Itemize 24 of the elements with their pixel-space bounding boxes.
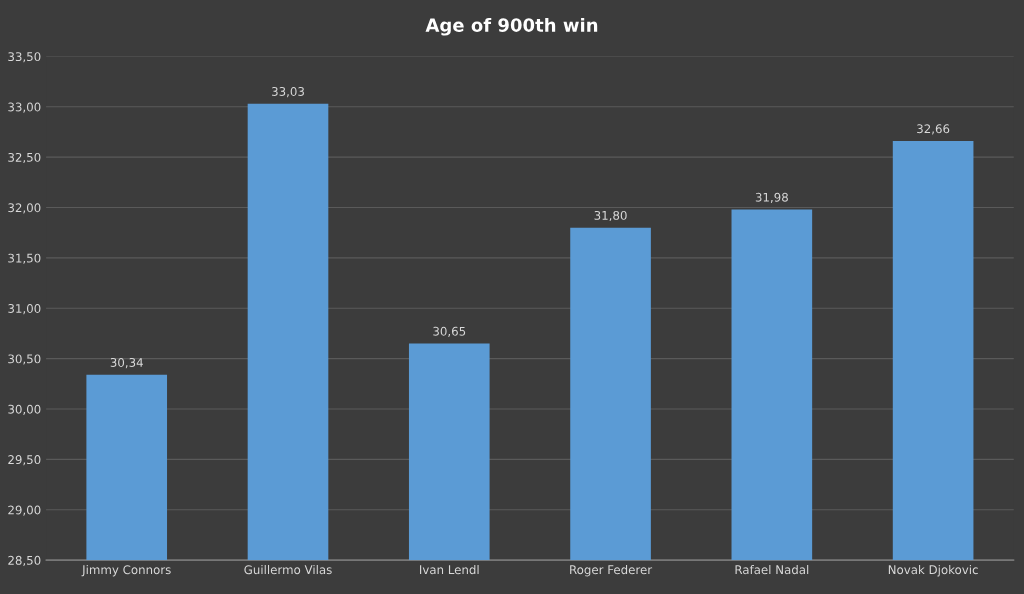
y-tick-label: 30,00 bbox=[8, 404, 41, 415]
y-tick-label: 29,00 bbox=[8, 505, 41, 516]
x-tick-label: Ivan Lendl bbox=[420, 565, 479, 575]
x-tick-label: Roger Federer bbox=[570, 565, 653, 577]
y-tick-label: 32,50 bbox=[8, 152, 41, 164]
data-label: 30,65 bbox=[433, 326, 466, 337]
x-tick-label: Jimmy Connors bbox=[81, 565, 171, 577]
y-tick-label: 30,50 bbox=[8, 354, 41, 365]
data-label: 30,34 bbox=[110, 358, 143, 369]
x-tick-label: Novak Djokovic bbox=[888, 565, 978, 577]
y-tick-label: 28,50 bbox=[8, 555, 41, 566]
chart-title: Age of 900th win bbox=[425, 17, 598, 36]
y-tick-label: 31,00 bbox=[8, 304, 41, 315]
y-tick-label: 33,50 bbox=[8, 52, 41, 63]
y-tick-label: 32,00 bbox=[8, 203, 41, 214]
data-label: 31,98 bbox=[755, 192, 788, 203]
y-tick-label: 33,00 bbox=[8, 102, 41, 113]
data-label: 31,80 bbox=[594, 210, 627, 222]
data-label: 32,66 bbox=[917, 124, 950, 135]
x-tick-label: Guillermo Vilas bbox=[244, 565, 332, 575]
x-tick-label: Rafael Nadal bbox=[735, 565, 809, 575]
y-tick-label: 31,50 bbox=[8, 253, 41, 264]
y-tick-label: 29,50 bbox=[8, 455, 41, 466]
data-label: 33,03 bbox=[272, 87, 304, 98]
